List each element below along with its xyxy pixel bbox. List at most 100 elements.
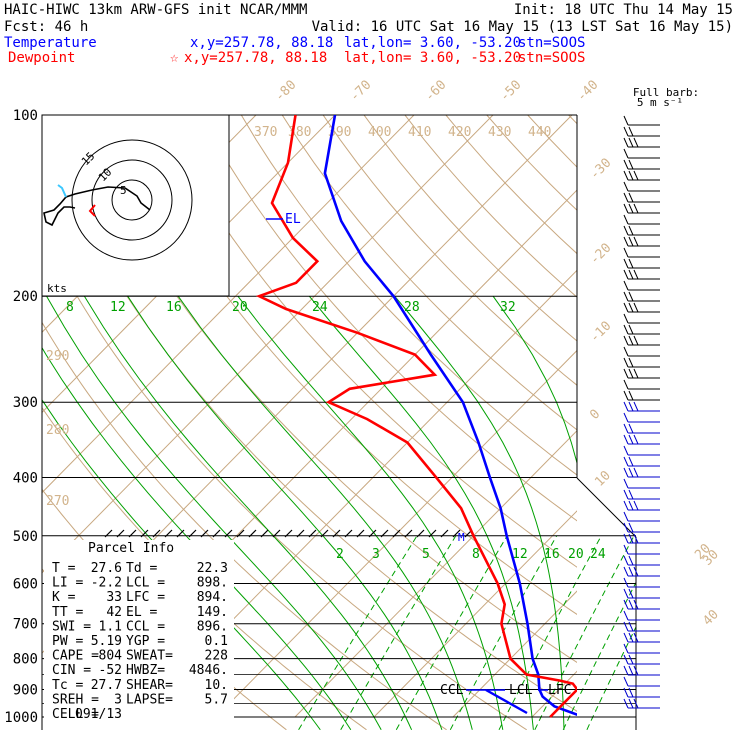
barb-legend-line2: 5 m s⁻¹	[637, 96, 683, 109]
parcel-info-cell: YGP =	[126, 634, 165, 649]
temperature-legend: Temperature	[4, 35, 97, 51]
moist-adiabat-line	[42, 346, 352, 730]
wind-barb	[623, 258, 660, 269]
theta-label-left: 270	[46, 494, 69, 509]
parcel-info-cell: 27.6	[91, 561, 122, 576]
parcel-info-cell: 22.3	[197, 561, 228, 576]
isotherm-line	[42, 115, 494, 574]
wind-barb	[623, 192, 660, 203]
dry-adiabat-line	[363, 115, 577, 342]
parcel-info-cell: 5.19	[91, 634, 122, 649]
isotherm-label: 40	[700, 607, 722, 629]
parcel-info-cell: CCL =	[126, 619, 165, 634]
wind-barb	[623, 434, 660, 445]
dewpoint-legend: Dewpoint	[8, 50, 75, 66]
wind-barb	[623, 687, 660, 698]
isotherm-label: 0	[587, 407, 603, 423]
wind-barb	[623, 698, 660, 709]
isotherm-line	[294, 429, 577, 718]
wind-barb	[623, 489, 660, 500]
parcel-info-cell: SWI =	[52, 619, 91, 634]
parcel-info-cell: 804	[99, 649, 123, 664]
wind-barb	[623, 610, 660, 621]
mixing-ratio-label: 16	[544, 547, 560, 562]
isotherm-label: -50	[497, 78, 524, 105]
lcl-marker-label: LCL	[509, 683, 533, 698]
wind-barb	[623, 522, 660, 533]
dry-adiabat-line	[486, 115, 577, 211]
icing-hash-mark	[308, 529, 317, 538]
temperature-profile-line	[323, 115, 577, 717]
wind-barb	[623, 115, 660, 126]
theta-label: 430	[488, 125, 511, 140]
dewpoint-xy: x,y=257.78, 88.18	[184, 50, 327, 66]
wind-barb	[623, 313, 660, 324]
moist-adiabat-label: 8	[66, 300, 74, 315]
icing-hash-mark	[164, 529, 173, 538]
parcel-info-cell: 896.	[197, 619, 228, 634]
parcel-info-cell: -2.2	[91, 576, 122, 591]
wind-barb	[623, 203, 660, 214]
pressure-tick-label: 200	[13, 289, 38, 305]
pressure-tick-label: 800	[13, 652, 38, 668]
hodograph: 5 10 15 kts	[41, 114, 230, 297]
model-title: HAIC-HIWC 13km ARW-GFS init NCAR/MMM	[4, 2, 307, 18]
icing-hash-mark	[116, 529, 125, 538]
icing-hash-mark	[416, 529, 425, 538]
icing-hash-mark	[152, 529, 161, 538]
parcel-info-cell: CELL =	[52, 707, 99, 722]
parcel-info-cell: 10.	[205, 678, 228, 693]
dry-adiabat-line	[322, 115, 577, 386]
isotherm-line	[611, 115, 740, 717]
mixing-ratio-line	[534, 535, 635, 730]
icing-hash-mark	[236, 529, 245, 538]
theta-label-left: 280	[46, 423, 69, 438]
isotherm-line	[136, 269, 577, 718]
wind-barb	[623, 621, 660, 632]
moist-adiabat-line	[46, 295, 382, 730]
moist-adiabat-label: 24	[312, 300, 328, 315]
init-time: Init: 18 UTC Thu 14 May 15	[514, 2, 733, 18]
forecast-hour: Fcst: 46 h	[4, 19, 88, 35]
parcel-lift-segment	[485, 688, 528, 715]
isotherm-label: -10	[587, 319, 614, 346]
parcel-info-cell: SWEAT=	[126, 649, 173, 664]
parcel-info-cell: CAPE =	[52, 649, 99, 664]
wind-barb	[623, 412, 660, 423]
isotherm-label: -60	[422, 78, 449, 105]
wind-barb	[623, 456, 660, 467]
moist-adiabat-label: 16	[166, 300, 182, 315]
mixing-ratio-line	[395, 535, 508, 730]
isotherm-label: -20	[587, 241, 614, 268]
parcel-info-cell: CIN =	[52, 663, 91, 678]
parcel-info-cell: HWBZ=	[126, 663, 165, 678]
wind-barb	[623, 478, 660, 489]
icing-hash-mark	[392, 529, 401, 538]
icing-hash-mark	[452, 529, 461, 538]
wind-barb	[623, 654, 660, 665]
icing-hash-mark	[188, 529, 197, 538]
wind-barb	[623, 511, 660, 522]
lfc-marker-label: LFC	[548, 683, 571, 698]
wind-barb	[623, 269, 660, 280]
parcel-info-cell: SREH =	[52, 692, 99, 707]
pressure-tick-label: 900	[13, 682, 38, 698]
icing-hash-mark	[356, 529, 365, 538]
isotherm-label: -80	[272, 78, 299, 105]
dry-adiabat-line	[158, 115, 577, 568]
theta-label-left: 290	[46, 349, 69, 364]
pressure-tick-label: 700	[13, 617, 38, 633]
wind-barb	[623, 566, 660, 577]
wind-barb	[623, 346, 660, 357]
parcel-info-cell: 5.7	[205, 692, 228, 707]
icing-hash-mark	[248, 529, 257, 538]
mixing-ratio-line	[298, 535, 418, 730]
icing-hash-mark	[176, 529, 185, 538]
parcel-info-box: Parcel Info T = 27.6 Td = 22.3 LI = -2.2 LCL =…	[44, 540, 234, 730]
m-marker-label: M	[458, 531, 465, 544]
moist-adiabat-label: 20	[232, 300, 248, 315]
moist-adiabat-label: 28	[404, 300, 420, 315]
icing-hash-mark	[368, 529, 377, 538]
wind-barb	[623, 467, 660, 478]
hodograph-ring-label-5: 5	[120, 184, 127, 197]
